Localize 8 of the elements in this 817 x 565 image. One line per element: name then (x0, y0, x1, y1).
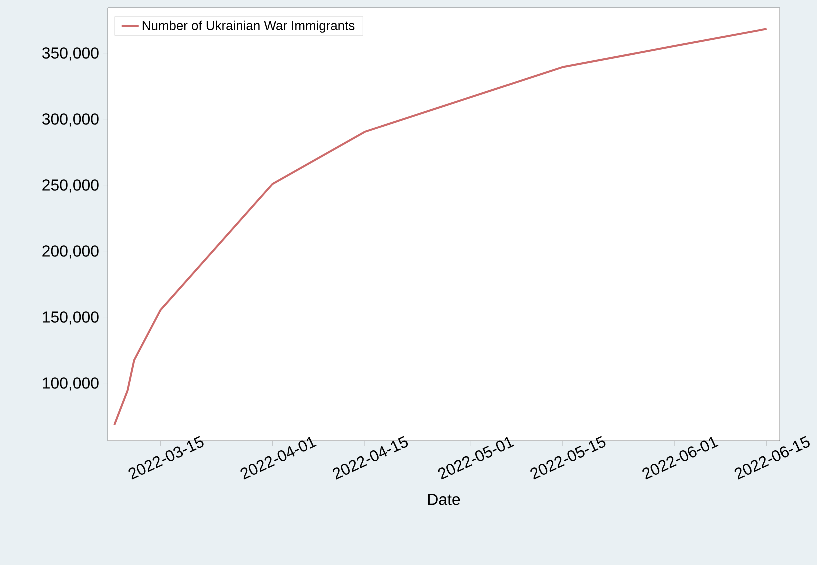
legend-label: Number of Ukrainian War Immigrants (142, 20, 355, 33)
y-tick-label: 200,000 (42, 246, 99, 259)
y-tick-label: 300,000 (42, 114, 99, 127)
x-axis-title: Date (428, 494, 460, 506)
y-tick-label: 250,000 (42, 180, 99, 193)
y-tick-label: 350,000 (42, 48, 99, 61)
y-tick-label: 100,000 (43, 378, 99, 391)
y-tick-label: 150,000 (43, 312, 99, 325)
